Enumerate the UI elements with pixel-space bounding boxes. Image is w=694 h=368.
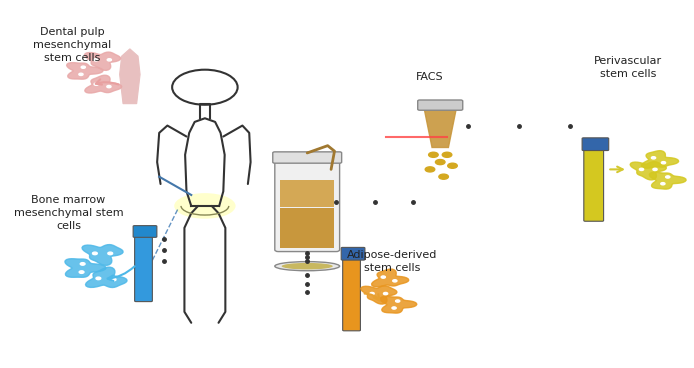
Circle shape [384,293,388,295]
Circle shape [370,293,374,295]
Polygon shape [641,151,679,168]
FancyBboxPatch shape [343,255,360,331]
Circle shape [448,163,457,168]
FancyBboxPatch shape [280,180,334,207]
Circle shape [442,152,452,158]
Text: Adipose-derived
stem cells: Adipose-derived stem cells [347,250,438,273]
Circle shape [81,263,85,265]
FancyBboxPatch shape [418,100,463,110]
Circle shape [79,271,84,273]
Ellipse shape [174,193,235,219]
Circle shape [435,160,445,164]
Text: Bone marrow
mesenchymal stem
cells: Bone marrow mesenchymal stem cells [14,195,124,231]
Circle shape [111,278,116,281]
Circle shape [661,162,666,164]
Circle shape [81,66,85,68]
FancyBboxPatch shape [275,153,339,252]
Polygon shape [361,286,397,304]
Circle shape [429,152,438,158]
FancyBboxPatch shape [584,146,604,221]
FancyBboxPatch shape [133,226,157,237]
Ellipse shape [275,262,339,271]
Circle shape [392,307,396,309]
Polygon shape [119,49,140,104]
Circle shape [107,85,111,88]
Polygon shape [380,296,417,313]
Ellipse shape [282,263,333,269]
Circle shape [639,168,643,170]
Polygon shape [85,52,121,70]
Polygon shape [67,63,103,79]
Text: Perivascular
stem cells: Perivascular stem cells [594,56,662,79]
Circle shape [381,276,385,278]
Text: FACS: FACS [416,72,443,82]
Polygon shape [650,172,686,189]
Polygon shape [65,259,106,277]
Circle shape [396,300,400,302]
FancyBboxPatch shape [341,247,365,260]
Circle shape [393,280,397,282]
Polygon shape [372,269,409,287]
Polygon shape [423,104,457,148]
Circle shape [92,252,97,255]
Circle shape [653,168,657,170]
Circle shape [652,157,656,159]
Polygon shape [85,75,121,93]
Circle shape [94,59,98,61]
Circle shape [666,176,670,178]
Circle shape [661,183,665,185]
Circle shape [108,252,112,255]
Circle shape [439,174,448,179]
FancyBboxPatch shape [135,233,153,302]
Polygon shape [630,162,666,180]
FancyBboxPatch shape [273,152,341,163]
FancyBboxPatch shape [280,208,334,248]
Circle shape [94,83,99,85]
Circle shape [108,59,112,61]
Circle shape [425,167,434,172]
FancyBboxPatch shape [582,138,609,151]
Polygon shape [85,267,127,287]
Text: Dental pulp
mesenchymal
stem cells: Dental pulp mesenchymal stem cells [33,27,111,63]
Circle shape [96,277,101,280]
Circle shape [79,73,83,75]
Polygon shape [82,245,123,265]
